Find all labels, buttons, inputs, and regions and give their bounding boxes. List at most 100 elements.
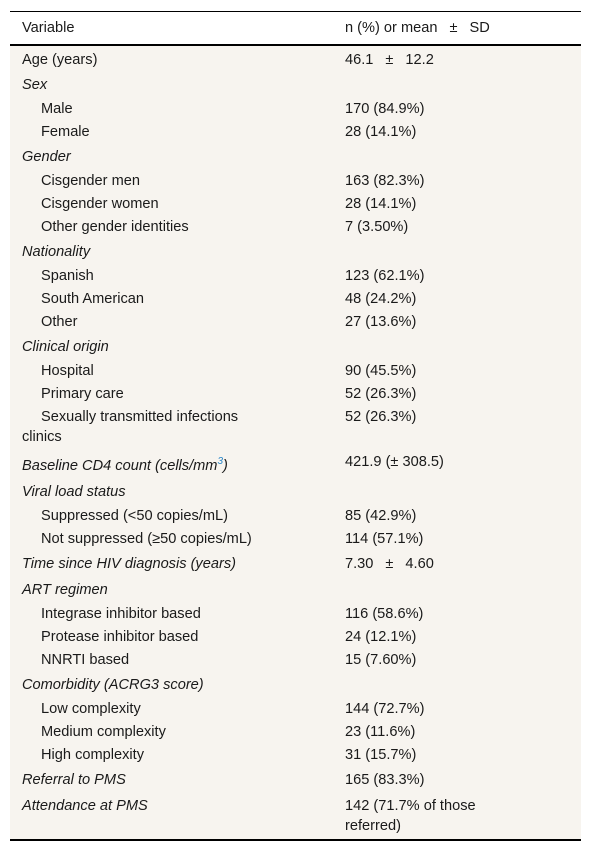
group-label-time-since-diagnosis: Time since HIV diagnosis (years) xyxy=(22,556,236,572)
row-label-not-suppressed: Not suppressed (≥50 copies/mL) xyxy=(41,531,252,547)
row-label-other-nationality: Other xyxy=(41,314,78,330)
row-value-cis-women: 28 (14.1%) xyxy=(345,196,417,212)
table-row: Baseline CD4 count (cells/mm3) 421.9 (± … xyxy=(10,449,581,479)
cd4-label: Baseline CD4 count (cells/mm xyxy=(22,458,218,474)
row-value-other-gender: 7 (3.50%) xyxy=(345,219,409,235)
table-row: Other 27 (13.6%) xyxy=(10,311,581,334)
row-label-integrase: Integrase inhibitor based xyxy=(41,606,201,622)
row-label-nnrti: NNRTI based xyxy=(41,652,130,668)
table-row: Age (years) 46.1 ±12.2 xyxy=(10,45,581,72)
group-label-cd4: Baseline CD4 count (cells/mm3) xyxy=(10,449,339,479)
row-value-other-nationality: 27 (13.6%) xyxy=(345,314,417,330)
time-pm: ± xyxy=(385,556,394,572)
header-value-label: n (%) or mean xyxy=(345,20,438,36)
row-value-time-since-diagnosis: 7.30 ±4.60 xyxy=(339,551,581,577)
row-label-south-american: South American xyxy=(41,291,145,307)
table-row: NNRTI based 15 (7.60%) xyxy=(10,649,581,672)
cd4-label-end: ) xyxy=(223,458,228,474)
age-mean: 46.1 xyxy=(345,52,374,68)
table-row: Referral to PMS 165 (83.3%) xyxy=(10,767,581,793)
table-row: Not suppressed (≥50 copies/mL) 114 (57.1… xyxy=(10,528,581,551)
table-row: Medium complexity 23 (11.6%) xyxy=(10,721,581,744)
table-row: Spanish 123 (62.1%) xyxy=(10,265,581,288)
table-row: ART regimen xyxy=(10,577,581,603)
row-label-protease: Protease inhibitor based xyxy=(41,629,199,645)
row-label-age: Age (years) xyxy=(22,52,98,68)
table-row: Cisgender women 28 (14.1%) xyxy=(10,193,581,216)
age-sd: 12.2 xyxy=(405,52,434,68)
header-sd: SD xyxy=(469,20,490,36)
table-row: Hospital 90 (45.5%) xyxy=(10,360,581,383)
group-label-referral: Referral to PMS xyxy=(22,772,126,788)
row-value-sti-clinics: 52 (26.3%) xyxy=(345,409,417,425)
row-value-male: 170 (84.9%) xyxy=(345,101,425,117)
age-pm: ± xyxy=(385,52,394,68)
row-value-high-complexity: 31 (15.7%) xyxy=(345,747,417,763)
row-label-low-complexity: Low complexity xyxy=(41,701,141,717)
table-row: Time since HIV diagnosis (years) 7.30 ±4.… xyxy=(10,551,581,577)
attendance-line2: referred) xyxy=(345,818,401,834)
row-value-protease: 24 (12.1%) xyxy=(345,629,417,645)
table-row: Attendance at PMS 142 (71.7% of those ref… xyxy=(10,793,581,839)
row-label-hospital: Hospital xyxy=(41,363,94,379)
group-label-attendance: Attendance at PMS xyxy=(22,798,148,814)
table-row: High complexity 31 (15.7%) xyxy=(10,744,581,767)
table-row: Female 28 (14.1%) xyxy=(10,121,581,144)
table-row: Protease inhibitor based 24 (12.1%) xyxy=(10,626,581,649)
table-header-row: Variable n (%) or mean ± SD xyxy=(10,12,581,46)
row-value-age: 46.1 ±12.2 xyxy=(339,45,581,72)
table-row: Gender xyxy=(10,144,581,170)
header-variable: Variable xyxy=(10,12,339,46)
table-row: Clinical origin xyxy=(10,334,581,360)
row-label-other-gender: Other gender identities xyxy=(41,219,189,235)
row-value-low-complexity: 144 (72.7%) xyxy=(345,701,425,717)
row-value-primary-care: 52 (26.3%) xyxy=(345,386,417,402)
table-row: Comorbidity (ACRG3 score) xyxy=(10,672,581,698)
cd4-superscript[interactable]: 3 xyxy=(217,456,224,467)
attendance-line1: 142 (71.7% of those xyxy=(345,798,476,814)
table-row: Cisgender men 163 (82.3%) xyxy=(10,170,581,193)
table-row: Sex xyxy=(10,72,581,98)
row-label-sti-clinics: Sexually transmitted infections clinics xyxy=(10,406,339,449)
row-value-medium-complexity: 23 (11.6%) xyxy=(345,724,416,740)
group-label-comorbidity: Comorbidity (ACRG3 score) xyxy=(22,677,204,693)
row-value-cis-men: 163 (82.3%) xyxy=(345,173,425,189)
sti-line2: clinics xyxy=(22,429,62,445)
table-row: Nationality xyxy=(10,239,581,265)
group-label-art-regimen: ART regimen xyxy=(22,582,108,598)
row-label-primary-care: Primary care xyxy=(41,386,124,402)
row-value-suppressed: 85 (42.9%) xyxy=(345,508,417,524)
characteristics-table: Variable n (%) or mean ± SD Age (years) 46… xyxy=(10,11,581,841)
row-value-hospital: 90 (45.5%) xyxy=(345,363,417,379)
row-label-spanish: Spanish xyxy=(41,268,94,284)
group-label-gender: Gender xyxy=(22,149,71,165)
row-label-cis-men: Cisgender men xyxy=(41,173,140,189)
group-label-sex: Sex xyxy=(22,77,48,93)
row-value-cd4: 421.9 (± 308.5) xyxy=(345,454,444,470)
table-row: Other gender identities 7 (3.50%) xyxy=(10,216,581,239)
time-mean: 7.30 xyxy=(345,556,374,572)
row-value-nnrti: 15 (7.60%) xyxy=(345,652,417,668)
row-value-referral: 165 (83.3%) xyxy=(345,772,425,788)
row-value-attendance: 142 (71.7% of those referred) xyxy=(339,793,581,839)
table-row: Suppressed (<50 copies/mL) 85 (42.9%) xyxy=(10,505,581,528)
row-value-integrase: 116 (58.6%) xyxy=(345,606,424,622)
row-label-medium-complexity: Medium complexity xyxy=(41,724,166,740)
table-row: Integrase inhibitor based 116 (58.6%) xyxy=(10,603,581,626)
time-sd: 4.60 xyxy=(405,556,434,572)
group-label-clinical-origin: Clinical origin xyxy=(22,339,109,355)
header-value: n (%) or mean ± SD xyxy=(339,12,581,46)
row-label-suppressed: Suppressed (<50 copies/mL) xyxy=(41,508,228,524)
table-row: South American 48 (24.2%) xyxy=(10,288,581,311)
row-label-cis-women: Cisgender women xyxy=(41,196,159,212)
table-row: Viral load status xyxy=(10,479,581,505)
row-value-south-american: 48 (24.2%) xyxy=(345,291,417,307)
row-label-female: Female xyxy=(41,124,90,140)
sti-line1: Sexually transmitted infections xyxy=(41,409,239,425)
group-label-viral-load: Viral load status xyxy=(22,484,126,500)
header-pm: ± xyxy=(449,20,458,36)
row-label-high-complexity: High complexity xyxy=(41,747,145,763)
table-row: Low complexity 144 (72.7%) xyxy=(10,698,581,721)
row-value-spanish: 123 (62.1%) xyxy=(345,268,425,284)
row-value-not-suppressed: 114 (57.1%) xyxy=(345,531,424,547)
